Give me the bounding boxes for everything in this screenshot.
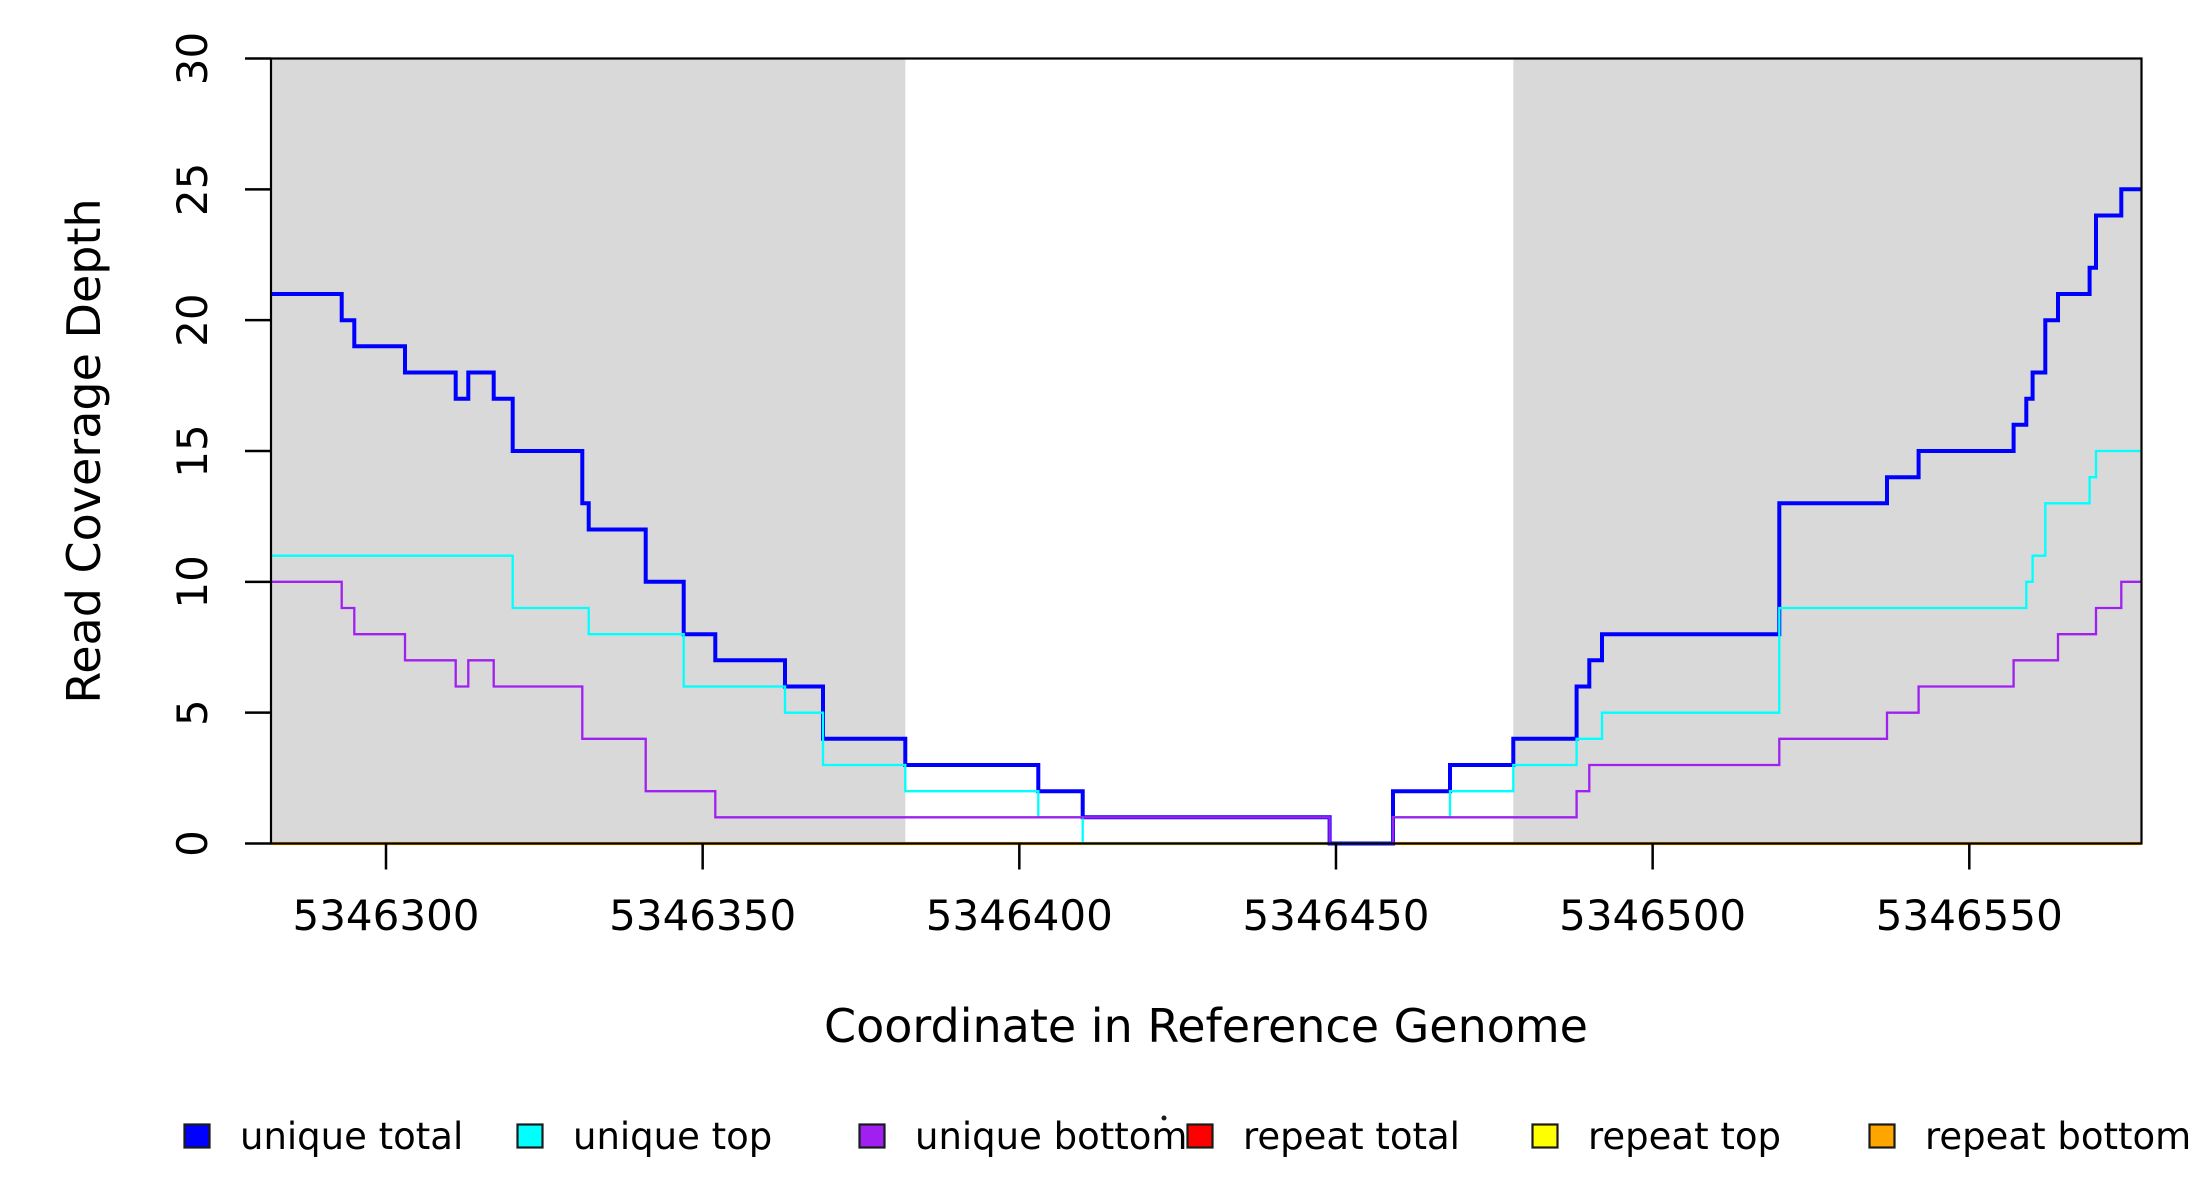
legend-item-repeat-top: repeat top — [1531, 1115, 1781, 1158]
legend-swatch-repeat-bottom — [1868, 1123, 1896, 1149]
legend-swatch-unique-bottom — [858, 1123, 886, 1149]
stray-dot — [1161, 1115, 1167, 1121]
y-axis-tick-label: 0 — [168, 830, 217, 857]
y-axis-tick-label: 25 — [168, 163, 217, 216]
legend-label: unique bottom — [915, 1115, 1187, 1158]
y-axis-tick-label: 20 — [168, 293, 217, 346]
x-axis-tick-label: 5346500 — [1559, 891, 1746, 940]
x-axis-tick-label: 5346400 — [926, 891, 1113, 940]
axes: 5346300 5346350 5346400 5346450 5346500 53465… — [168, 32, 2143, 940]
shaded-region-right — [1513, 57, 2142, 844]
y-axis-tick-label: 10 — [168, 555, 217, 608]
chart-legend: unique total unique top unique bottom repea… — [183, 1115, 2191, 1158]
legend-item-unique-total: unique total — [183, 1115, 463, 1158]
x-axis-tick-label: 5346450 — [1242, 891, 1429, 940]
x-axis-tick-label: 5346350 — [609, 891, 796, 940]
y-axis-title: Read Coverage Depth — [57, 198, 111, 703]
legend-label: repeat top — [1588, 1115, 1781, 1158]
legend-swatch-unique-top — [516, 1123, 544, 1149]
series-line-unique-top — [270, 449, 2142, 845]
legend-swatch-repeat-top — [1531, 1123, 1559, 1149]
legend-item-repeat-bottom: repeat bottom — [1868, 1115, 2191, 1158]
legend-label: repeat total — [1243, 1115, 1460, 1158]
shaded-region-left — [270, 57, 906, 844]
legend-item-repeat-total: repeat total — [1186, 1115, 1460, 1158]
x-axis-tick-label: 5346300 — [292, 891, 479, 940]
legend-item-unique-bottom: unique bottom — [858, 1115, 1187, 1158]
legend-label: repeat bottom — [1925, 1115, 2191, 1158]
x-axis-title: Coordinate in Reference Genome — [824, 999, 1588, 1053]
y-axis-tick-label: 15 — [168, 424, 217, 477]
y-axis-tick-label: 5 — [168, 699, 217, 726]
x-axis-tick-label: 5346550 — [1876, 891, 2063, 940]
legend-label: unique total — [240, 1115, 463, 1158]
legend-label: unique top — [573, 1115, 772, 1158]
shaded-regions — [270, 57, 2142, 844]
legend-swatch-repeat-total — [1186, 1123, 1214, 1149]
plot-border — [269, 57, 2143, 845]
legend-item-unique-top: unique top — [516, 1115, 772, 1158]
legend-swatch-unique-total — [183, 1123, 211, 1149]
y-axis-tick-label: 30 — [168, 32, 217, 85]
